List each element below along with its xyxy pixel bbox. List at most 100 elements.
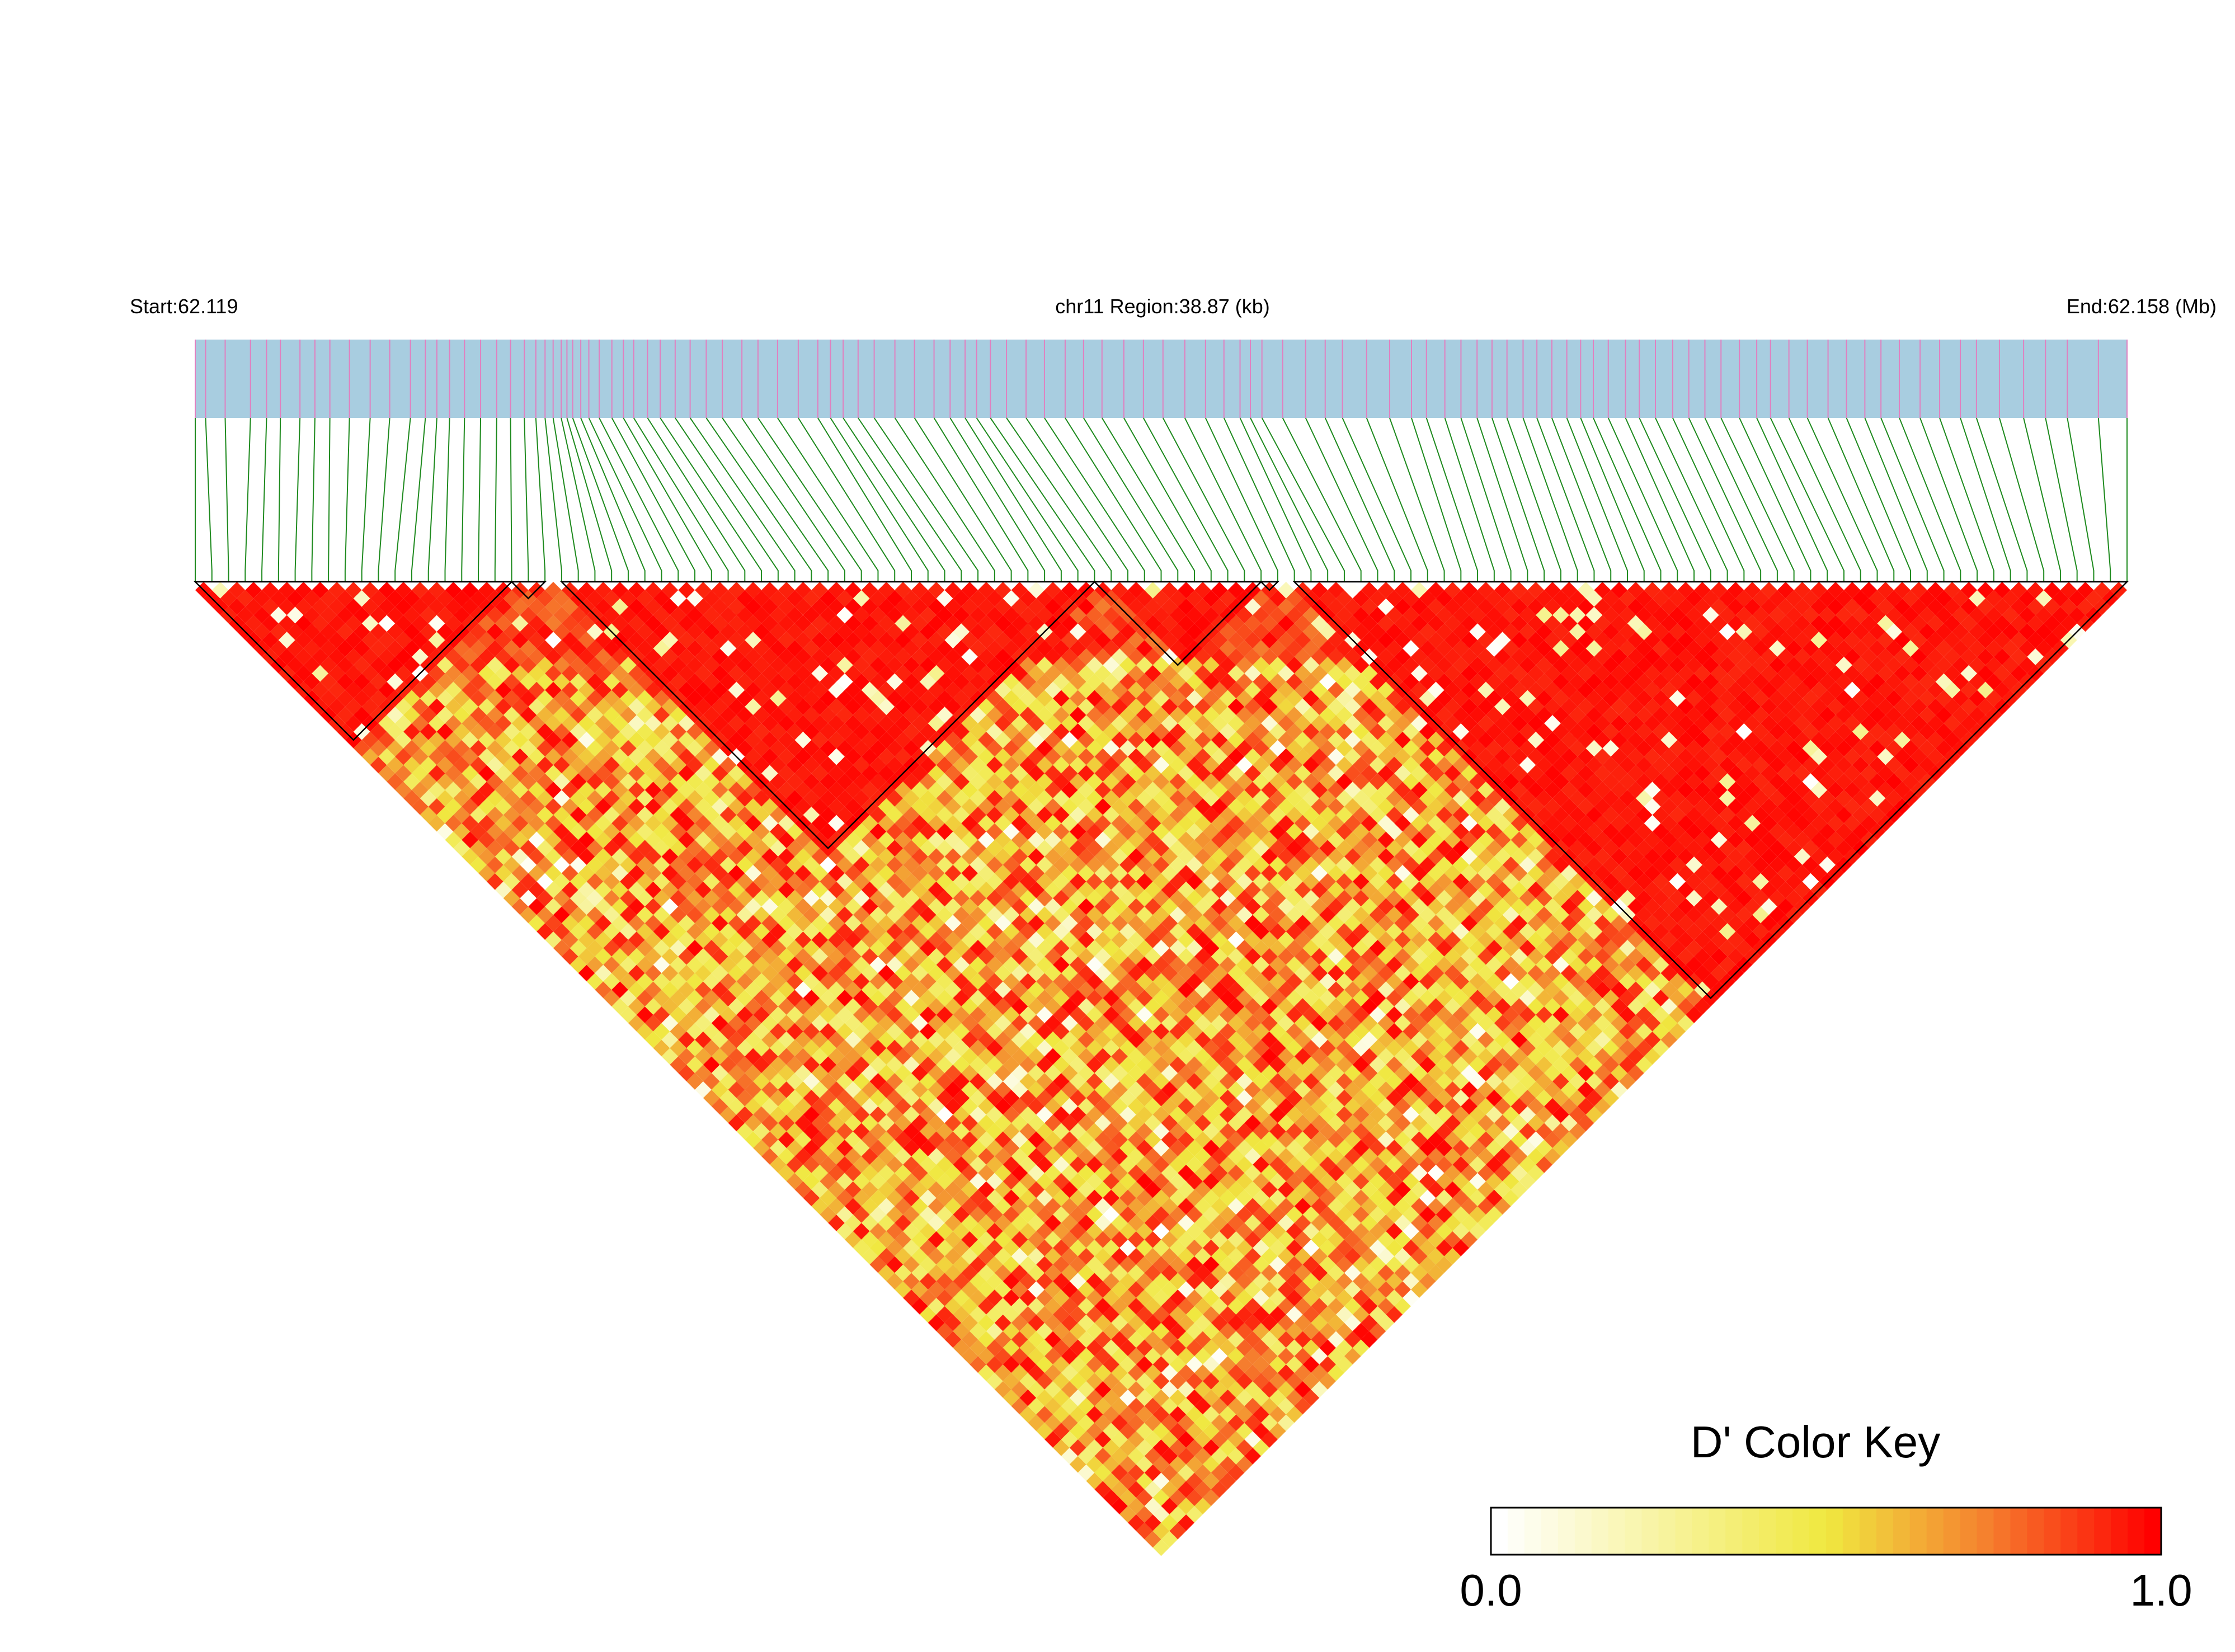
ld-cell: [1211, 915, 1228, 932]
ld-cell: [1386, 1173, 1403, 1190]
ld-cell: [420, 806, 437, 823]
ld-cell: [1236, 923, 1253, 940]
ld-cell: [453, 640, 470, 657]
ld-cell: [895, 948, 911, 965]
ld-cell: [1227, 1198, 1245, 1215]
ld-cell: [1044, 1031, 1061, 1048]
ld-cell: [1152, 990, 1170, 1007]
ld-cell: [278, 598, 295, 615]
ld-cell: [1144, 964, 1161, 982]
ld-cell: [970, 973, 986, 990]
ld-cell: [353, 590, 370, 607]
ld-cell: [836, 707, 853, 724]
ld-cell: [503, 873, 520, 890]
ld-cell: [1169, 723, 1187, 740]
ld-cell: [686, 906, 703, 924]
ld-cell: [1086, 1256, 1103, 1273]
ld-cell: [1328, 1114, 1344, 1132]
ld-cell: [911, 1131, 928, 1149]
ld-cell: [1161, 948, 1178, 965]
ld-cell: [1336, 1156, 1353, 1173]
ld-cell: [820, 939, 837, 957]
ld-cell: [1277, 998, 1295, 1015]
ld-cell: [670, 956, 687, 973]
ld-cell: [753, 656, 770, 674]
ld-cell: [753, 889, 770, 907]
ld-cell: [911, 1215, 928, 1231]
ld-cell: [1361, 1014, 1378, 1032]
ld-cell: [1377, 1014, 1395, 1032]
ld-cell: [1277, 948, 1295, 965]
ld-cell: [794, 848, 812, 865]
ld-cell: [861, 698, 878, 716]
ld-cell: [970, 740, 986, 757]
ld-cell: [903, 1256, 920, 1273]
ld-cell: [278, 648, 295, 665]
ld-cell: [970, 673, 986, 690]
ld-cell: [453, 790, 470, 807]
ld-cell: [1444, 998, 1461, 1015]
ld-cell: [1103, 1289, 1120, 1306]
ld-cell: [1277, 1231, 1295, 1248]
ld-cell: [1219, 1123, 1236, 1140]
ld-cell: [778, 632, 795, 649]
ld-cell: [1461, 1098, 1478, 1115]
ld-cell: [1127, 1231, 1145, 1248]
ld-cell: [528, 615, 545, 632]
ld-cell: [1236, 889, 1253, 907]
ld-cell: [728, 1081, 745, 1098]
ld-cell: [1019, 673, 1037, 690]
ld-cell: [1019, 790, 1037, 807]
ld-cell: [1211, 815, 1228, 832]
ld-cell: [1236, 873, 1253, 890]
ld-cell: [1103, 1372, 1120, 1390]
ld-cell: [1302, 1023, 1320, 1040]
ld-cell: [1569, 1106, 1586, 1123]
ld-cell: [1103, 1106, 1120, 1123]
ld-cell: [1202, 823, 1220, 840]
ld-cell: [1211, 1331, 1228, 1348]
ld-cell: [1044, 1148, 1061, 1165]
ld-cell: [328, 615, 345, 632]
ld-cell: [670, 873, 687, 890]
ld-cell: [1169, 1423, 1187, 1440]
ld-cell: [1269, 1406, 1286, 1423]
ld-cell: [1202, 773, 1220, 790]
ld-cell: [1469, 1073, 1486, 1090]
ld-cell: [778, 948, 795, 965]
ld-cell: [961, 881, 978, 898]
ld-cell: [1111, 1447, 1128, 1465]
ld-cell: [903, 906, 920, 924]
ld-cell: [911, 698, 928, 716]
ld-cell: [1019, 1006, 1037, 1023]
ld-cell: [1044, 915, 1061, 932]
ld-cell: [1086, 1273, 1103, 1290]
ld-cell: [1369, 1273, 1386, 1290]
ld-cell: [653, 773, 670, 790]
ld-cell: [1436, 1006, 1453, 1023]
snp-connector-line: [1770, 417, 1845, 582]
ld-cell: [1011, 981, 1028, 999]
ld-cell: [861, 681, 878, 699]
ld-cell: [970, 1356, 986, 1373]
ld-cell: [794, 715, 812, 732]
ld-cell: [769, 756, 787, 774]
ld-cell: [919, 1123, 937, 1140]
ld-cell: [861, 831, 878, 849]
ld-cell: [753, 823, 770, 840]
ld-cell: [436, 707, 454, 724]
ld-cell: [1161, 1297, 1178, 1315]
ld-cell: [1444, 1048, 1461, 1065]
ld-cell: [1019, 1322, 1037, 1340]
ld-cell: [878, 1014, 895, 1032]
ld-cell: [453, 656, 470, 674]
ld-cell: [1086, 1289, 1103, 1306]
ld-cell: [1202, 939, 1220, 957]
ld-cell: [661, 598, 679, 615]
ld-cell: [1077, 1331, 1095, 1348]
ld-cell: [636, 856, 653, 873]
ld-cell: [1478, 1065, 1494, 1082]
ld-cell: [978, 1248, 995, 1265]
ld-cell: [728, 698, 745, 716]
ld-cell: [778, 931, 795, 948]
